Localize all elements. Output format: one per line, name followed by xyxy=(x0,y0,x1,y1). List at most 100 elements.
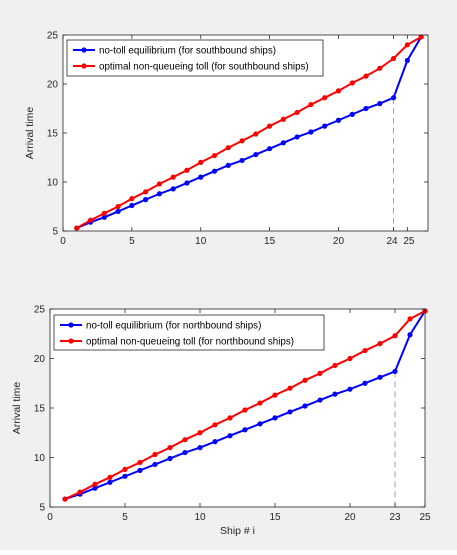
data-point xyxy=(332,391,338,397)
data-point xyxy=(182,437,188,443)
data-point xyxy=(122,466,128,472)
series-1 xyxy=(62,308,428,502)
data-point xyxy=(143,197,149,203)
data-point xyxy=(92,481,98,487)
x-tick-label: 0 xyxy=(60,236,66,247)
data-point xyxy=(404,57,410,64)
data-point xyxy=(156,191,163,197)
data-point xyxy=(335,88,342,94)
data-point xyxy=(152,461,158,468)
data-point xyxy=(167,445,173,451)
data-point xyxy=(253,151,259,158)
data-point xyxy=(362,347,368,354)
data-point xyxy=(267,146,273,152)
data-point xyxy=(184,180,190,186)
x-tick-label: 25 xyxy=(403,236,415,247)
data-point xyxy=(362,380,368,386)
data-point xyxy=(253,131,259,137)
data-point xyxy=(227,433,233,439)
legend: no-toll equilibrium (for southbound ship… xyxy=(66,39,324,77)
data-point xyxy=(212,439,218,445)
data-point xyxy=(101,214,107,220)
x-tick-label: 5 xyxy=(122,512,128,523)
legend-box xyxy=(53,314,325,351)
data-point xyxy=(198,174,204,180)
data-point xyxy=(225,162,231,168)
data-point xyxy=(129,196,135,202)
data-point xyxy=(404,42,410,48)
data-point xyxy=(115,203,121,210)
data-point xyxy=(377,101,383,107)
legend-marker xyxy=(81,63,87,69)
data-point xyxy=(407,316,413,322)
data-point xyxy=(137,459,143,466)
data-point xyxy=(115,208,121,214)
series-2 xyxy=(62,308,428,502)
data-point xyxy=(308,101,314,108)
data-point xyxy=(363,105,369,112)
series-2 xyxy=(74,34,424,231)
y-tick-label: 25 xyxy=(47,31,59,42)
data-point xyxy=(347,386,353,392)
data-point xyxy=(280,116,286,122)
data-point xyxy=(272,392,278,398)
legend-label: optimal non-queueing toll (for northboun… xyxy=(86,337,294,348)
data-point xyxy=(122,473,128,479)
data-point xyxy=(242,407,248,413)
data-point xyxy=(239,157,245,164)
data-point xyxy=(392,333,398,339)
x-tick-label: 15 xyxy=(269,512,281,523)
x-axis-label: Ship # i xyxy=(220,525,255,537)
y-axis-label: Arrival time xyxy=(24,107,36,160)
data-point xyxy=(239,138,245,144)
data-point xyxy=(87,217,94,223)
x-tick-label: 23 xyxy=(389,512,401,523)
legend-label: optimal non-queueing toll (for southboun… xyxy=(99,62,309,73)
data-point xyxy=(322,95,328,101)
y-tick-label: 10 xyxy=(47,178,59,189)
x-tick-label: 10 xyxy=(194,512,206,523)
data-point xyxy=(349,111,355,117)
data-point xyxy=(143,189,149,195)
data-point xyxy=(287,409,293,415)
data-point xyxy=(107,474,113,480)
data-point xyxy=(197,445,203,451)
data-point xyxy=(198,159,204,165)
data-point xyxy=(137,467,143,473)
data-point xyxy=(182,449,188,456)
data-point xyxy=(280,140,286,146)
x-tick-label: 20 xyxy=(333,236,345,247)
data-point xyxy=(170,174,176,180)
data-point xyxy=(302,403,308,409)
data-point xyxy=(335,117,342,123)
data-point xyxy=(211,152,218,159)
data-point xyxy=(377,374,383,380)
data-point xyxy=(101,210,107,216)
data-point xyxy=(317,370,323,376)
data-point xyxy=(418,34,424,40)
data-point xyxy=(129,202,135,209)
data-point xyxy=(317,397,323,403)
data-point xyxy=(377,65,383,71)
legend-box xyxy=(66,39,324,77)
data-point xyxy=(294,134,300,140)
legend: no-toll equilibrium (for northbound ship… xyxy=(53,314,325,351)
x-tick-label: 0 xyxy=(47,512,53,523)
y-tick-label: 5 xyxy=(39,503,45,514)
x-tick-label: 10 xyxy=(195,236,207,247)
data-point xyxy=(407,332,413,338)
data-point xyxy=(272,415,278,421)
data-point xyxy=(74,225,80,231)
data-point xyxy=(211,168,218,174)
data-point xyxy=(322,123,328,129)
data-point xyxy=(107,479,113,485)
x-tick-label: 5 xyxy=(129,236,135,247)
legend-marker xyxy=(68,338,74,344)
data-point xyxy=(197,430,203,436)
data-point xyxy=(332,362,338,369)
data-point xyxy=(152,451,158,458)
data-point xyxy=(347,355,353,362)
data-point xyxy=(156,181,163,187)
